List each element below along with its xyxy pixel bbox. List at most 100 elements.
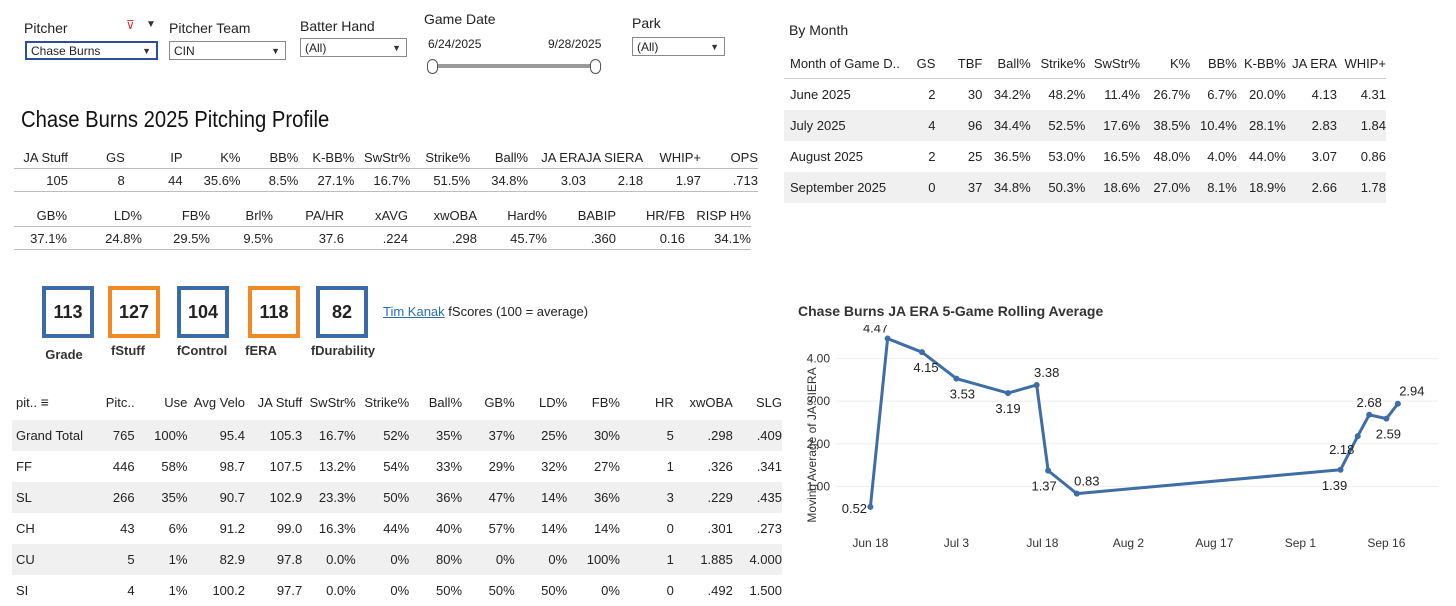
data-point[interactable] bbox=[1045, 467, 1052, 474]
pitch-cell: 52% bbox=[355, 420, 410, 451]
summary-header: FB% bbox=[181, 207, 210, 223]
data-point[interactable] bbox=[1354, 433, 1361, 440]
summary-header: HR/FB bbox=[646, 207, 685, 223]
date-slider-track[interactable] bbox=[431, 64, 598, 68]
pitch-cell: 4.000 bbox=[732, 544, 782, 575]
data-point[interactable] bbox=[1383, 415, 1390, 422]
x-tick-label: Aug 2 bbox=[1113, 536, 1145, 550]
chart-y-axis-label: Moving Average of JA SIERA bbox=[805, 367, 819, 522]
team-dropdown[interactable]: CIN ▼ bbox=[169, 41, 286, 60]
month-header[interactable]: K-BB% bbox=[1236, 48, 1286, 79]
pitch-header[interactable]: FB% bbox=[591, 394, 620, 410]
pitch-cell: 266 bbox=[91, 482, 135, 513]
month-cell: 6.7% bbox=[1207, 87, 1237, 102]
x-tick-label: Sep 1 bbox=[1285, 536, 1317, 550]
month-header[interactable]: BB% bbox=[1190, 48, 1237, 79]
sort-icon[interactable]: ≡ bbox=[40, 394, 49, 410]
pitch-header[interactable]: JA Stuff bbox=[257, 394, 303, 410]
month-header[interactable]: GS bbox=[899, 48, 936, 79]
data-point[interactable] bbox=[1366, 411, 1373, 418]
data-point[interactable] bbox=[1033, 381, 1040, 388]
pitch-header[interactable]: Pitc.. bbox=[105, 394, 135, 410]
score-grade-box: 113 bbox=[42, 286, 94, 338]
tim-kanak-link[interactable]: Tim Kanak bbox=[383, 304, 445, 319]
pitch-cell: Grand Total bbox=[12, 420, 92, 451]
month-table-header: Month of Game D.. GS TBF Ball% Strike% S… bbox=[784, 48, 1386, 79]
pitch-cell: 105.3 bbox=[244, 420, 303, 451]
clear-filter-icon[interactable]: ⊽ bbox=[126, 18, 135, 32]
pitch-cell: SI bbox=[16, 583, 29, 598]
park-dropdown[interactable]: (All) ▼ bbox=[632, 37, 725, 56]
chart-title: Chase Burns JA ERA 5-Game Rolling Averag… bbox=[798, 303, 1104, 319]
pitch-header[interactable]: Avg Velo bbox=[193, 394, 245, 410]
pitch-cell: 765 bbox=[91, 420, 135, 451]
table-row: September 2025 0 37 34.8% 50.3% 18.6% 27… bbox=[784, 172, 1386, 203]
summary-header: LD% bbox=[113, 207, 142, 223]
month-header[interactable]: SwStr% bbox=[1085, 48, 1141, 79]
summary-header: xwOBA bbox=[433, 207, 477, 223]
pitch-cell: 16.3% bbox=[318, 521, 356, 536]
date-slider-start-handle[interactable] bbox=[427, 59, 438, 74]
fscores-credit: Tim Kanak fScores (100 = average) bbox=[383, 304, 588, 319]
data-point[interactable] bbox=[1073, 490, 1080, 497]
pitch-cell: 100.2 bbox=[212, 583, 245, 598]
data-point[interactable] bbox=[867, 503, 874, 510]
pitch-header[interactable]: HR bbox=[655, 394, 674, 410]
date-slider-end-handle[interactable] bbox=[590, 59, 601, 74]
data-point[interactable] bbox=[884, 335, 891, 342]
summary-value: 35.6% bbox=[182, 168, 241, 192]
data-point[interactable] bbox=[919, 349, 925, 356]
score-fstuff-value: 127 bbox=[118, 301, 150, 322]
month-cell: 1.78 bbox=[1336, 172, 1386, 203]
month-header[interactable]: TBF bbox=[935, 48, 983, 79]
pitch-cell: 446 bbox=[112, 459, 135, 474]
pitcher-dropdown[interactable]: Chase Burns ▼ bbox=[25, 41, 158, 60]
by-month-table: Month of Game D.. GS TBF Ball% Strike% S… bbox=[784, 48, 1386, 203]
month-header[interactable]: K% bbox=[1140, 48, 1191, 79]
pitch-header[interactable]: GB% bbox=[484, 394, 515, 410]
data-label: 0.83 bbox=[1074, 474, 1099, 489]
month-header[interactable]: Strike% bbox=[1030, 48, 1086, 79]
pitch-cell: .229 bbox=[673, 482, 733, 513]
month-cell: 38.5% bbox=[1140, 110, 1191, 141]
hand-dropdown-value: (All) bbox=[305, 41, 327, 55]
pitch-header[interactable]: SLG bbox=[755, 394, 782, 410]
month-cell: 27.0% bbox=[1140, 172, 1191, 203]
month-header[interactable]: JA ERA bbox=[1285, 48, 1337, 79]
table-row: CU 5 1% 82.9 97.8 0.0% 0% 80% 0% 0% 100%… bbox=[12, 544, 782, 575]
month-cell: 18.9% bbox=[1236, 172, 1286, 203]
data-point[interactable] bbox=[1394, 400, 1401, 407]
data-point[interactable] bbox=[1337, 466, 1344, 473]
pitch-header-pitch[interactable]: pit.. ≡ bbox=[16, 394, 49, 410]
summary-header: Brl% bbox=[245, 207, 273, 223]
pitch-cell: 14% bbox=[541, 521, 568, 536]
month-cell: 2.83 bbox=[1285, 110, 1337, 141]
pitch-cell: 6% bbox=[168, 521, 188, 536]
pitch-header[interactable]: LD% bbox=[538, 394, 568, 410]
pitch-header[interactable]: Use bbox=[164, 394, 188, 410]
chevron-down-icon: ▼ bbox=[392, 43, 401, 53]
month-cell: 0 bbox=[899, 172, 936, 203]
summary-value: 105 bbox=[14, 168, 68, 192]
month-cell: 18.6% bbox=[1085, 172, 1141, 203]
pitch-header[interactable]: Ball% bbox=[428, 394, 463, 410]
pitch-cell: 90.7 bbox=[187, 482, 245, 513]
by-month-title: By Month bbox=[789, 22, 849, 38]
pitch-header[interactable]: SwStr% bbox=[309, 394, 356, 410]
filter-menu-icon[interactable]: ▼ bbox=[146, 19, 156, 30]
pitch-cell: CH bbox=[16, 521, 35, 536]
month-cell: 52.5% bbox=[1030, 110, 1086, 141]
month-header[interactable]: Month of Game D.. bbox=[784, 48, 900, 79]
pitch-cell: 47% bbox=[462, 482, 515, 513]
pitch-header[interactable]: Strike% bbox=[364, 394, 410, 410]
month-header[interactable]: WHIP+ bbox=[1336, 48, 1386, 79]
data-point[interactable] bbox=[1005, 390, 1011, 397]
month-cell: 4 bbox=[899, 110, 936, 141]
score-fcontrol-box: 104 bbox=[177, 286, 229, 338]
pitch-header[interactable]: xwOBA bbox=[689, 394, 733, 410]
pitch-cell: .492 bbox=[707, 583, 733, 598]
month-header[interactable]: Ball% bbox=[982, 48, 1031, 79]
data-point[interactable] bbox=[953, 375, 960, 382]
batter-hand-dropdown[interactable]: (All) ▼ bbox=[300, 38, 407, 57]
pitch-cell: 98.7 bbox=[219, 459, 245, 474]
